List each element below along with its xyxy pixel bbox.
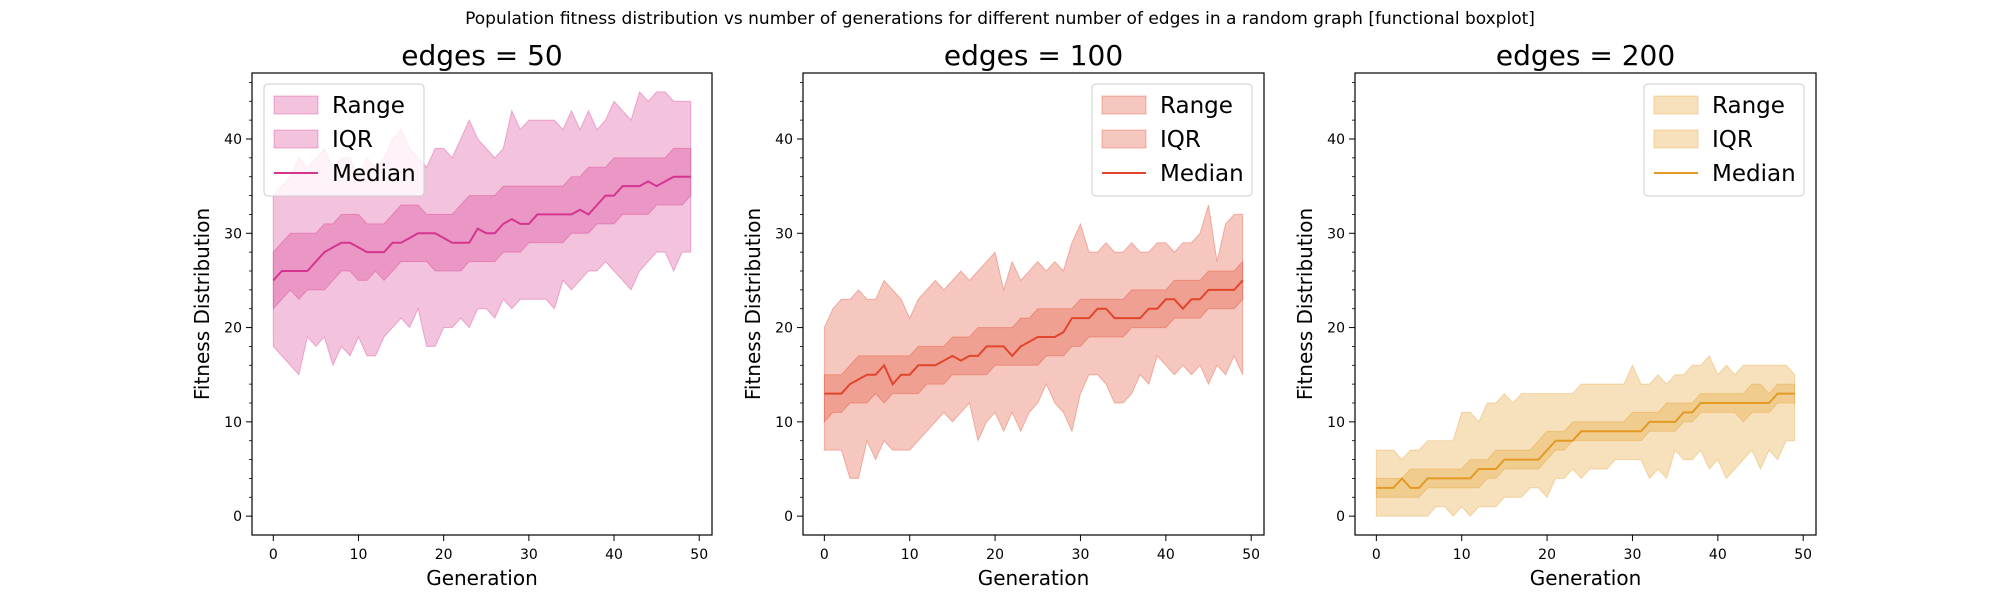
y-tick-label: 40 [775, 132, 793, 148]
legend-label-median: Median [332, 161, 416, 187]
chart-panel-1: edges = 50 0 10 20 30 40 50 0 10 20 30 40 Generation… [190, 39, 713, 590]
legend-swatch-range [273, 95, 319, 115]
legend-label-iqr: IQR [1160, 127, 1201, 153]
y-tick-label: 10 [775, 415, 793, 431]
chart-panel-3: edges = 200 0 10 20 30 40 50 0 10 20 30 40 Generatio… [1293, 39, 1817, 590]
x-tick-label: 0 [820, 547, 829, 563]
legend-swatch-range [1653, 95, 1699, 115]
y-tick-label: 30 [1327, 226, 1345, 242]
panel-title: edges = 200 [1496, 39, 1675, 72]
x-tick-label: 0 [269, 547, 278, 563]
y-axis-label: Fitness Distribution [741, 208, 765, 400]
legend-swatch-iqr [273, 129, 319, 149]
y-tick-label: 40 [224, 132, 242, 148]
band-range [1375, 354, 1796, 517]
band-iqr [272, 147, 692, 311]
y-axis-label: Fitness Distribution [190, 208, 214, 400]
chart-panel-2: edges = 100 0 10 20 30 40 50 0 10 20 30 40 Generatio… [741, 39, 1265, 590]
x-tick-label: 50 [690, 547, 708, 563]
x-tick-label: 10 [901, 547, 919, 563]
legend-swatch-iqr [1101, 129, 1147, 149]
legend-label-iqr: IQR [332, 127, 373, 153]
legend-label-range: Range [332, 93, 405, 119]
legend: Range IQR Median [263, 83, 425, 197]
median-line [1376, 392, 1795, 489]
panel-title: edges = 50 [401, 39, 562, 72]
y-tick-label: 0 [233, 509, 242, 525]
x-tick-label: 50 [1242, 547, 1260, 563]
legend-swatch-iqr [1653, 129, 1699, 149]
figure-suptitle: Population fitness distribution vs numbe… [465, 9, 1535, 29]
median-line [272, 175, 691, 282]
band-iqr [823, 260, 1244, 424]
legend-swatch-range [1101, 95, 1147, 115]
y-tick-label: 30 [775, 226, 793, 242]
y-tick-label: 40 [1327, 132, 1345, 148]
legend: Range IQR Median [1091, 83, 1253, 197]
x-tick-label: 50 [1794, 547, 1812, 563]
x-tick-label: 40 [605, 547, 623, 563]
legend-label-range: Range [1160, 93, 1233, 119]
legend-label-range: Range [1712, 93, 1785, 119]
x-axis-label: Generation [978, 566, 1090, 590]
median-line [824, 279, 1244, 395]
y-tick-label: 0 [1336, 509, 1345, 525]
x-axis-label: Generation [1530, 566, 1642, 590]
x-tick-label: 40 [1709, 547, 1727, 563]
axes-frame [251, 72, 713, 536]
y-axis-label: Fitness Distribution [1293, 208, 1317, 400]
legend-box [1643, 83, 1805, 197]
y-tick-label: 10 [1327, 415, 1345, 431]
x-tick-label: 30 [1624, 547, 1642, 563]
x-axis-label: Generation [426, 566, 538, 590]
x-tick-label: 0 [1372, 547, 1381, 563]
x-tick-label: 40 [1157, 547, 1175, 563]
legend-label-iqr: IQR [1712, 127, 1753, 153]
x-tick-label: 30 [1072, 547, 1090, 563]
x-tick-label: 30 [520, 547, 538, 563]
x-tick-label: 20 [435, 547, 453, 563]
axes-frame [1354, 72, 1817, 536]
panel-title: edges = 100 [944, 39, 1123, 72]
y-tick-label: 10 [224, 415, 242, 431]
x-tick-label: 10 [350, 547, 368, 563]
legend-label-median: Median [1160, 161, 1244, 187]
y-tick-label: 30 [224, 226, 242, 242]
y-tick-label: 20 [1327, 321, 1345, 337]
legend-label-median: Median [1712, 161, 1796, 187]
y-tick-label: 20 [224, 321, 242, 337]
y-tick-label: 20 [775, 321, 793, 337]
band-range [823, 204, 1244, 479]
legend: Range IQR Median [1643, 83, 1805, 197]
x-tick-label: 10 [1453, 547, 1471, 563]
x-tick-label: 20 [986, 547, 1004, 563]
axes-frame [802, 72, 1265, 536]
legend-box [263, 83, 425, 197]
x-tick-label: 20 [1538, 547, 1556, 563]
y-tick-label: 0 [784, 509, 793, 525]
legend-box [1091, 83, 1253, 197]
